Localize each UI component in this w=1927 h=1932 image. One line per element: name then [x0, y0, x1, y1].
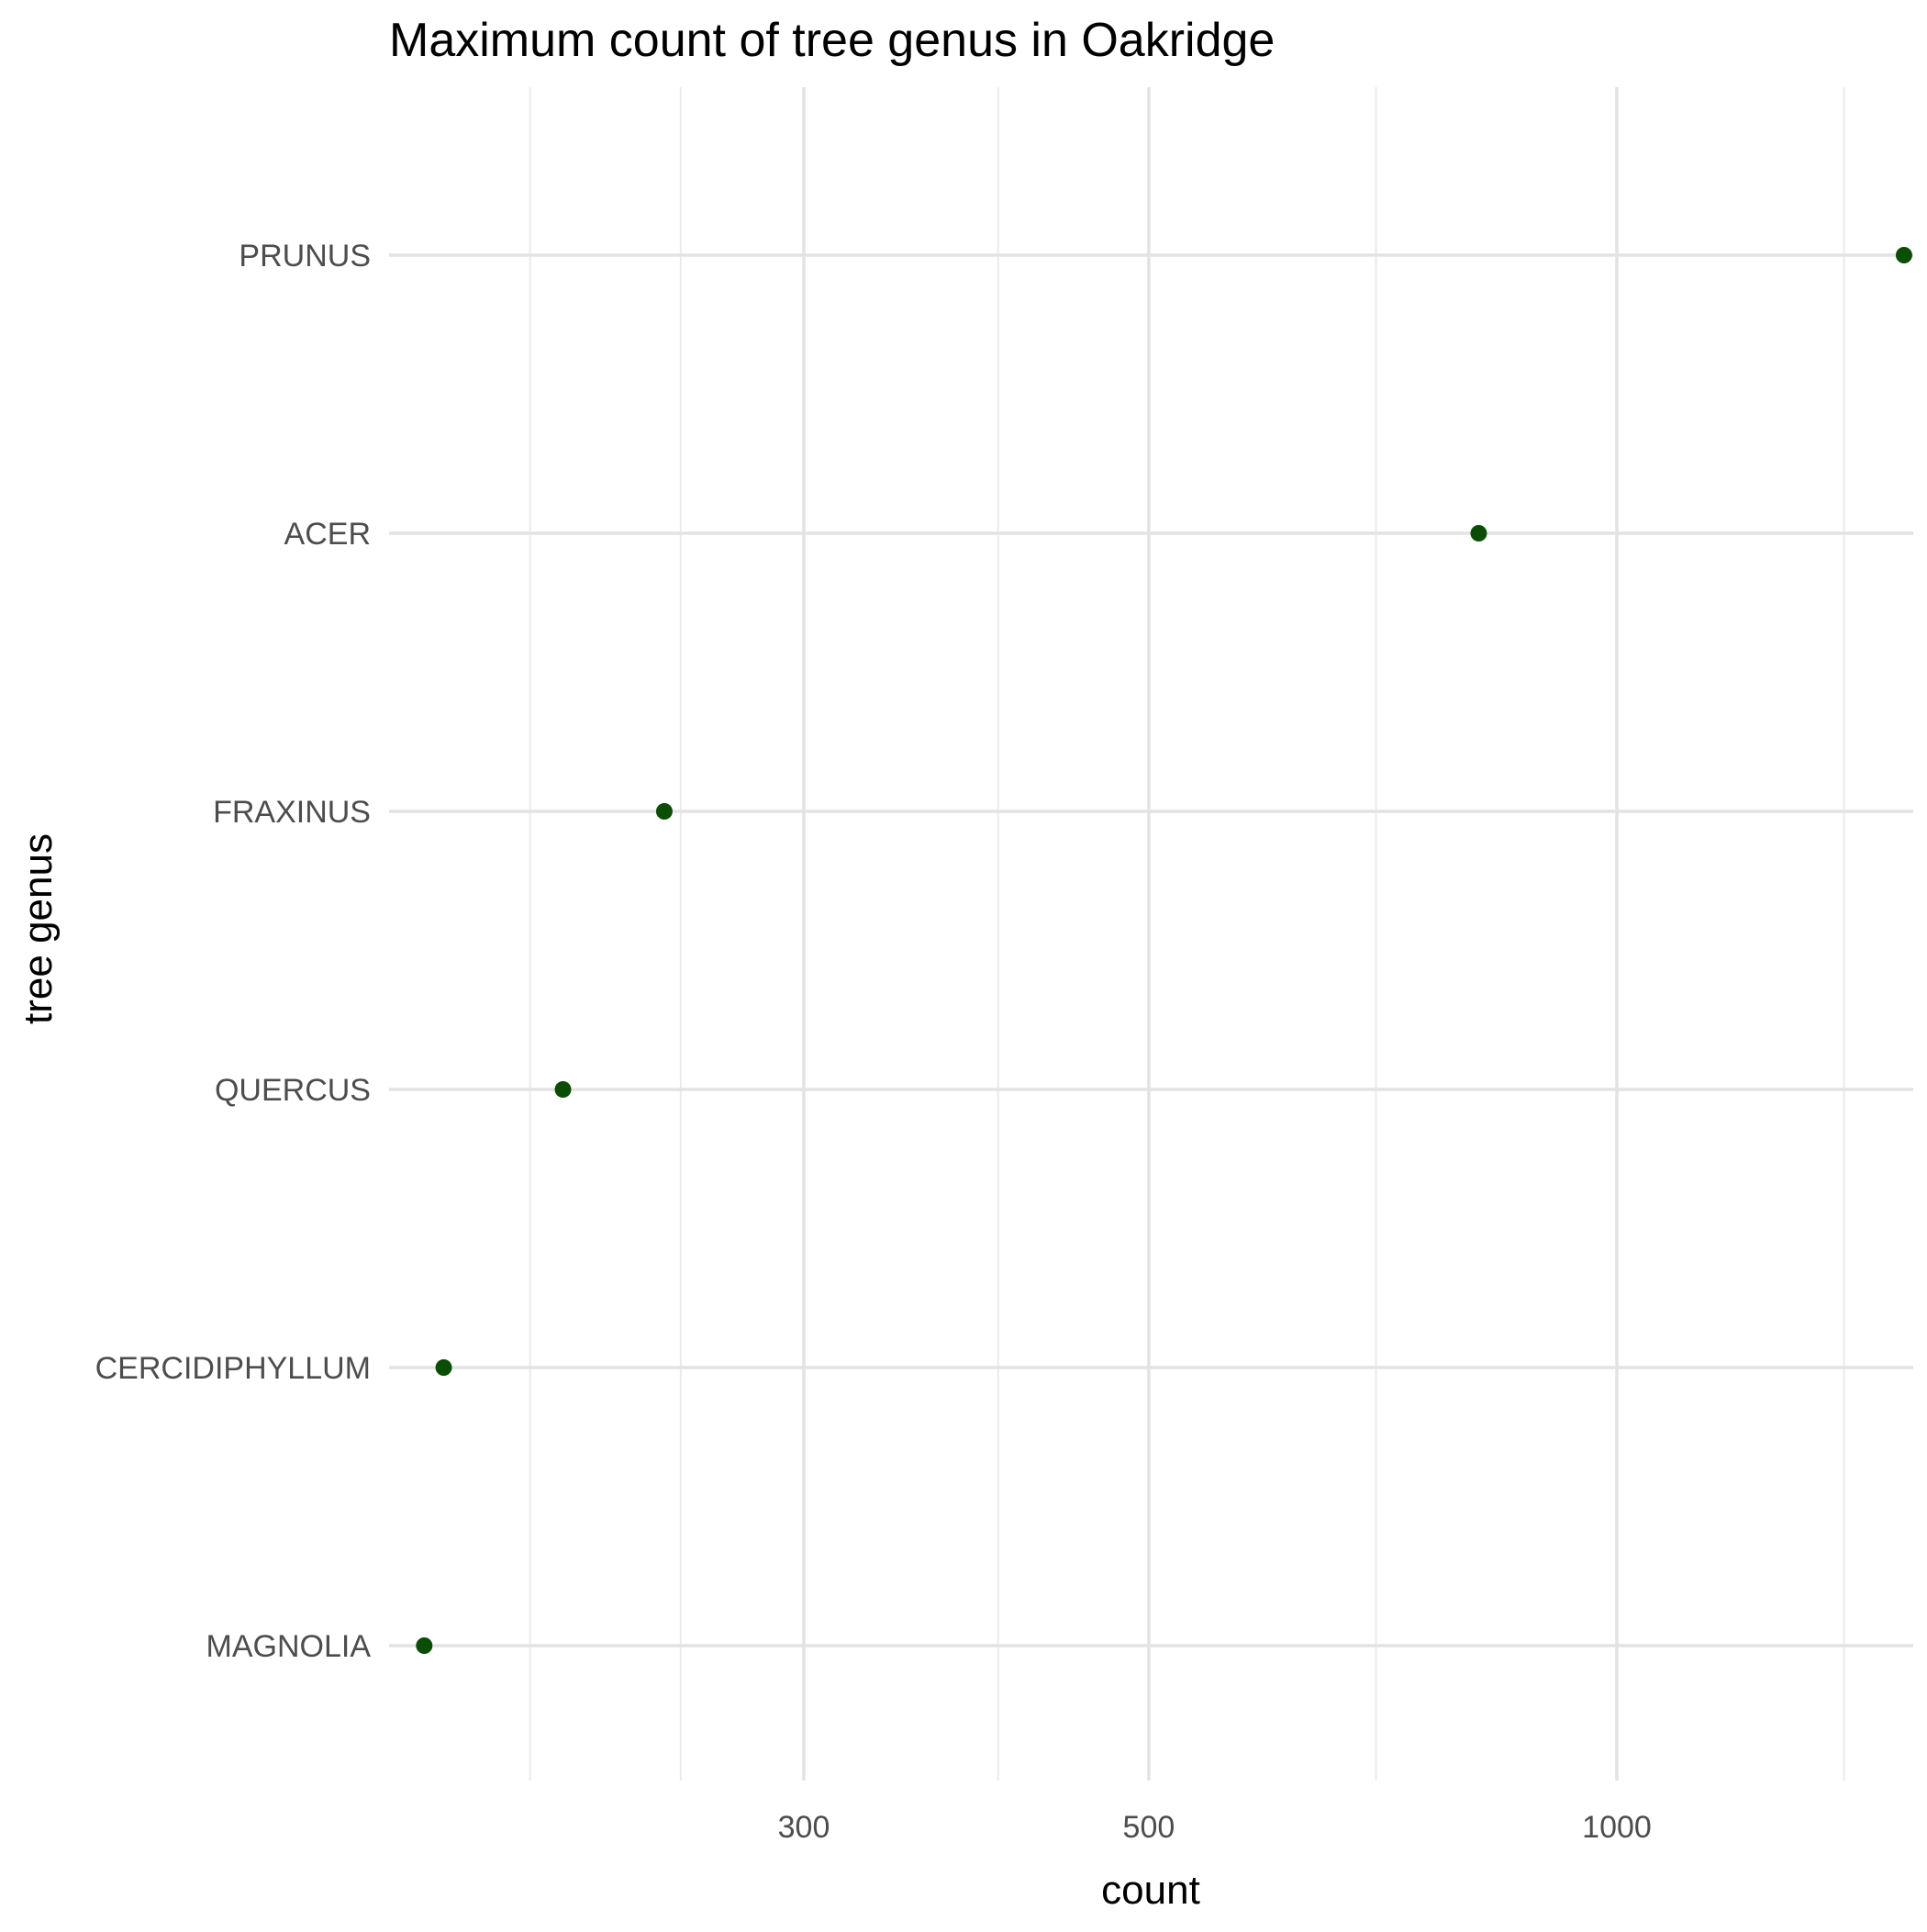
x-axis-label: count	[1101, 1868, 1200, 1913]
y-tick-labels: PRUNUS ACER FRAXINUS QUERCUS CERCIDIPHYLLUM M…	[95, 239, 372, 1664]
x-tick-labels: 300 500 1000	[778, 1810, 1652, 1845]
chart-title: Maximum count of tree genus in Oakridge	[389, 14, 1275, 67]
y-tick-label: QUERCUS	[215, 1073, 371, 1108]
y-tick-label: MAGNOLIA	[206, 1629, 372, 1664]
y-tick-label: PRUNUS	[239, 239, 371, 274]
x-tick-label: 300	[778, 1810, 830, 1845]
data-points	[416, 247, 1912, 1654]
y-tick-label: FRAXINUS	[213, 795, 371, 830]
x-tick-label: 1000	[1582, 1810, 1652, 1845]
y-tick-label: ACER	[284, 517, 371, 552]
data-point	[1895, 247, 1912, 263]
data-point	[416, 1637, 433, 1654]
x-tick-label: 500	[1123, 1810, 1175, 1845]
y-axis-label: tree genus	[16, 833, 61, 1024]
data-point	[435, 1359, 452, 1376]
y-tick-label: CERCIDIPHYLLUM	[95, 1351, 371, 1386]
major-gridlines	[389, 87, 1913, 1781]
minor-gridlines	[529, 87, 1845, 1781]
data-point	[655, 803, 673, 820]
data-point	[554, 1081, 572, 1098]
data-point	[1470, 525, 1487, 542]
